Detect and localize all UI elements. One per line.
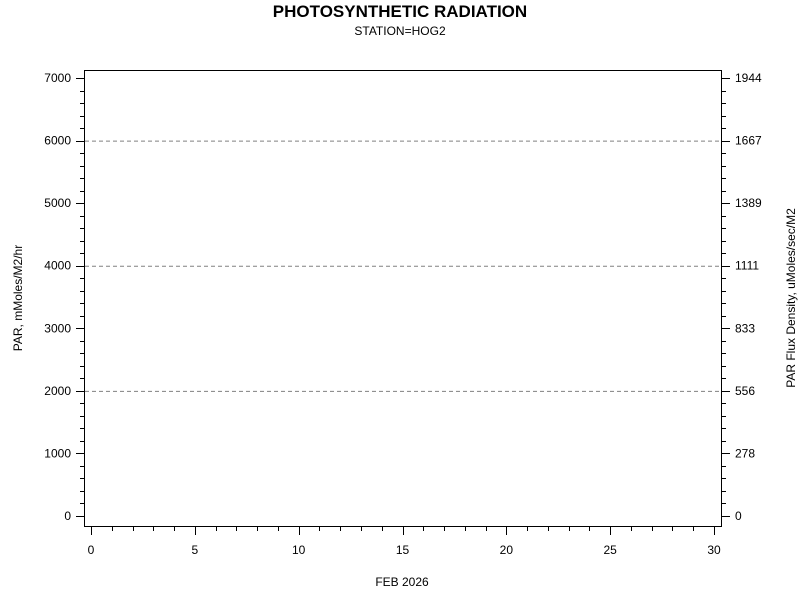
plot-frame <box>84 70 722 527</box>
y2-tick-label: 1944 <box>735 71 762 85</box>
chart-subtitle: STATION=HOG2 <box>354 24 446 38</box>
x-tick-label: 15 <box>396 543 410 557</box>
y-axis-label: PAR, mMoles/M2/hr <box>11 245 25 351</box>
y2-tick-label: 1389 <box>735 196 762 210</box>
x-tick-label: 25 <box>603 543 617 557</box>
y-tick-label: 6000 <box>44 134 71 148</box>
y-tick-label: 7000 <box>44 71 71 85</box>
y2-tick-label: 833 <box>735 321 755 335</box>
y2-axis-label: PAR Flux Density, uMoles/sec/M2 <box>784 208 798 388</box>
y-tick-label: 4000 <box>44 259 71 273</box>
x-tick-label: 10 <box>292 543 306 557</box>
y2-tick-label: 0 <box>735 509 742 523</box>
x-tick-label: 30 <box>707 543 721 557</box>
y2-tick-label: 1111 <box>735 259 759 273</box>
y-tick-label: 1000 <box>44 446 71 460</box>
x-tick-label: 5 <box>191 543 198 557</box>
y2-tick-label: 556 <box>735 384 755 398</box>
y2-tick-label: 278 <box>735 446 755 460</box>
y-tick-label: 0 <box>64 509 71 523</box>
y2-tick-label: 1667 <box>735 134 762 148</box>
chart-title: PHOTOSYNTHETIC RADIATION <box>273 2 527 21</box>
x-tick-label: 0 <box>88 543 95 557</box>
y-tick-label: 3000 <box>44 321 71 335</box>
x-tick-label: 20 <box>500 543 514 557</box>
y-tick-label: 2000 <box>44 384 71 398</box>
y-tick-label: 5000 <box>44 196 71 210</box>
x-axis-label: FEB 2026 <box>375 575 429 589</box>
